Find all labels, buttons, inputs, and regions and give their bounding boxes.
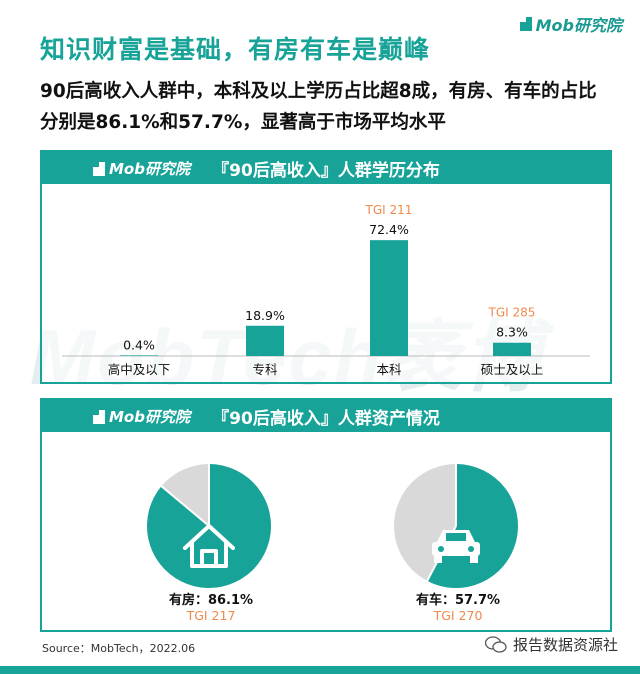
category-label-2: 本科	[376, 362, 402, 377]
category-label-1: 专科	[252, 362, 278, 377]
pie-divider-b-0	[160, 485, 210, 527]
panel-logo-text: Mob研究院	[109, 408, 190, 426]
page-headline: 知识财富是基础，有房有车是巅峰	[40, 35, 431, 64]
bar-tgi-label-2: TGI 211	[365, 203, 413, 217]
car-wheel-right	[470, 556, 478, 563]
wechat-icon	[484, 635, 507, 653]
house-door	[200, 549, 218, 566]
bar-value-label-1: 18.9%	[245, 308, 285, 323]
category-label-3: 硕士及以上	[481, 362, 544, 377]
pie-slice-1	[427, 464, 518, 588]
bar-value-label-3: 8.3%	[496, 325, 528, 340]
asset-panel-header: Mob研究院 『90后高收入』人群资产情况	[42, 400, 610, 432]
car-icon	[432, 530, 480, 563]
bar-3	[493, 342, 531, 356]
house-roof	[183, 524, 235, 550]
car-wheel-left	[434, 556, 442, 563]
asset-pie-charts: 有房：86.1%TGI 217 有车：57.7%TGI 270	[147, 464, 518, 623]
house-icon	[183, 524, 235, 568]
wechat-account: 报告数据资源社	[484, 634, 618, 655]
car-headlight-left	[438, 546, 444, 552]
brand-name: Mob研究院	[535, 16, 622, 35]
panel-logo: Mob研究院	[92, 158, 190, 179]
pie-value-label-0: 有房：86.1%	[169, 592, 253, 608]
bar-1	[246, 325, 284, 356]
education-panel: Mob研究院 『90后高收入』人群学历分布 0.4% 高中及以下 18.9% 专科 72…	[40, 150, 612, 384]
education-bar-chart: 0.4% 高中及以下 18.9% 专科 72.4% TGI 211 本科 8.3% TGI 28…	[62, 203, 590, 377]
bar-0	[120, 355, 158, 356]
panel-logo: Mob研究院	[92, 406, 190, 427]
brand-logo: Mob研究院	[519, 12, 622, 36]
car-headlight-right	[468, 546, 474, 552]
bottom-bar	[0, 666, 640, 674]
car-body	[432, 542, 480, 556]
bar-value-label-2: 72.4%	[369, 222, 409, 237]
asset-panel: Mob研究院 『90后高收入』人群资产情况 有房：86.1% TGI 217 有车：…	[40, 398, 612, 632]
education-panel-header: Mob研究院 『90后高收入』人群学历分布	[42, 152, 610, 184]
asset-chart-title: 『90后高收入』人群资产情况	[212, 408, 440, 429]
education-chart-title: 『90后高收入』人群学历分布	[212, 160, 440, 181]
panel-logo-text: Mob研究院	[109, 160, 190, 178]
wechat-name: 报告数据资源社	[512, 636, 618, 654]
pie-tgi-label-0: TGI 217	[186, 608, 236, 623]
category-label-0: 高中及以下	[108, 362, 171, 377]
logo-icon	[92, 161, 106, 176]
source-note: Source：MobTech，2022.06	[42, 642, 196, 655]
house-walls	[190, 543, 228, 568]
logo-icon	[519, 17, 533, 31]
car-window	[446, 533, 466, 541]
pie-tgi-label-1: TGI 270	[433, 608, 483, 623]
bar-value-label-0: 0.4%	[123, 337, 155, 352]
page-subhead: 90后高收入人群中，本科及以上学历占比超8成，有房、有车的占比分别是86.1%和…	[40, 81, 597, 133]
bar-tgi-label-3: TGI 285	[488, 306, 536, 320]
logo-icon	[92, 409, 106, 424]
pie-value-label-1: 有车：57.7%	[416, 592, 500, 608]
bar-2	[370, 240, 408, 356]
